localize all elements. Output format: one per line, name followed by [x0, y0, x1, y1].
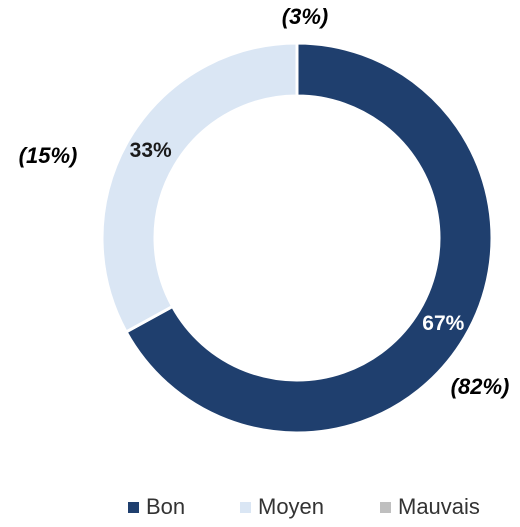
slice [124, 41, 494, 435]
annotation: (15%) [19, 143, 78, 168]
legend-swatch [380, 502, 391, 513]
legend-label: Mauvais [398, 494, 480, 519]
annotation: (3%) [282, 4, 328, 29]
annotation: (82%) [451, 374, 510, 399]
data-label: 67% [422, 312, 464, 335]
legend-label: Moyen [258, 494, 324, 519]
legend-swatch [128, 502, 139, 513]
legend-swatch [240, 502, 251, 513]
legend-label: Bon [146, 494, 185, 519]
slice [100, 41, 299, 334]
data-label: 33% [130, 139, 172, 162]
